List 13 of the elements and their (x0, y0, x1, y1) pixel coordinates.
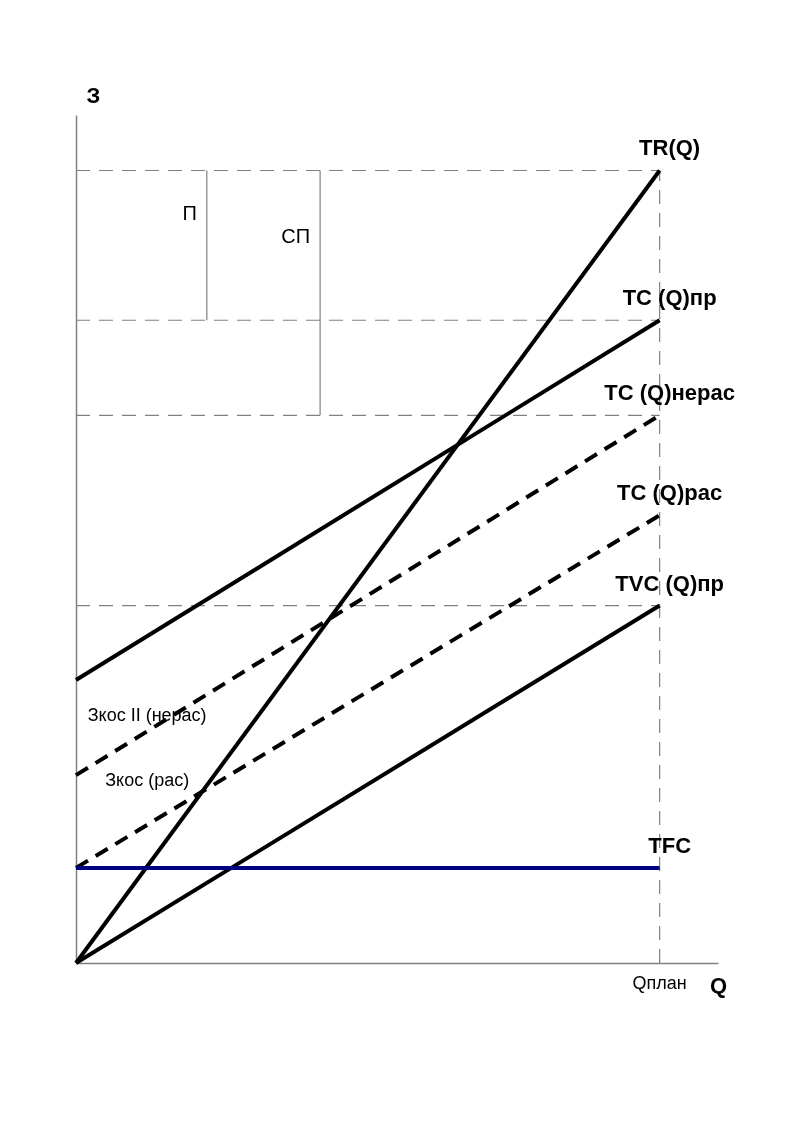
text: Qплан (632, 973, 687, 993)
series-label: TVC (Q)пр (615, 570, 724, 596)
annotation: СП (281, 225, 311, 248)
annotation: П (182, 201, 197, 224)
annotation: Зкос II (нерас) (87, 704, 207, 725)
x-axis-title: Q (709, 972, 728, 998)
series-label: TC (Q)пр (622, 285, 717, 311)
annotation: Зкос (рас) (105, 769, 190, 790)
series-label: TFC (648, 832, 692, 858)
y-axis-title: З (86, 82, 101, 108)
series-label: TC (Q)рас (617, 480, 723, 506)
series-label: TC (Q)нерас (604, 380, 735, 406)
series-label: TR(Q) (639, 135, 701, 161)
